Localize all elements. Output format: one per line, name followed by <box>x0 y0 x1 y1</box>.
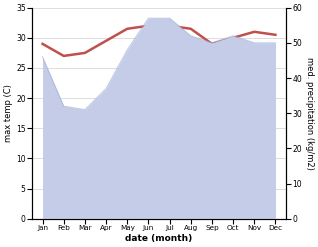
Y-axis label: med. precipitation (kg/m2): med. precipitation (kg/m2) <box>305 57 314 170</box>
Y-axis label: max temp (C): max temp (C) <box>4 84 13 142</box>
X-axis label: date (month): date (month) <box>125 234 193 243</box>
